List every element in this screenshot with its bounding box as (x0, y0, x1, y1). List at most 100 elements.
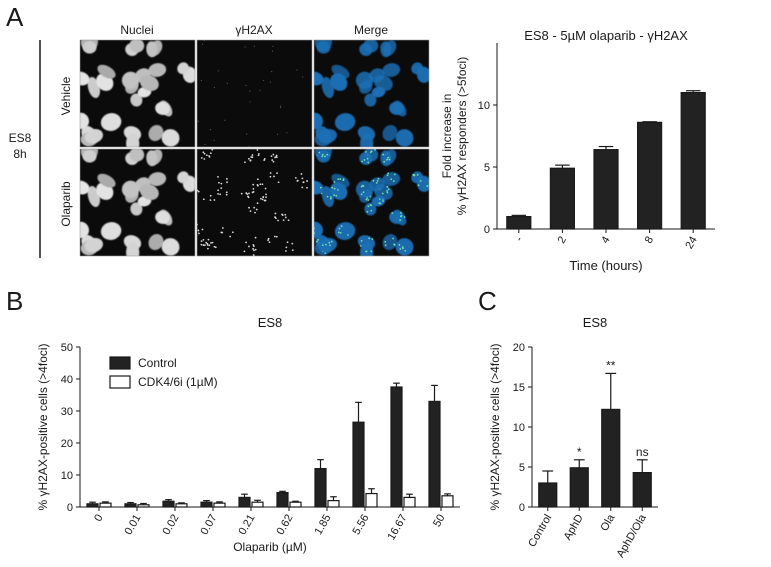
focus-merge (321, 244, 324, 246)
tile-border (79, 148, 196, 257)
bar-value-3 (632, 472, 652, 508)
focus (243, 250, 246, 253)
focus (274, 235, 276, 238)
focus-merge (338, 227, 341, 230)
nucleus-merge (380, 41, 392, 58)
focus (306, 180, 308, 182)
focus (224, 119, 226, 121)
focus-merge (390, 178, 393, 181)
focus (272, 45, 274, 47)
focus (272, 153, 275, 156)
focus (272, 160, 275, 163)
focus-merge (365, 150, 367, 153)
focus (268, 241, 271, 244)
focus-merge (366, 157, 369, 160)
focus (256, 149, 259, 151)
focus-merge (324, 155, 326, 158)
focus (284, 216, 287, 219)
focus-merge (369, 151, 372, 154)
tile-background (197, 40, 312, 147)
nucleus-merge (382, 63, 401, 77)
nucleus (126, 242, 140, 256)
focus-merge (404, 249, 407, 252)
focus (263, 157, 266, 160)
focus (249, 90, 251, 92)
nucleus (84, 237, 103, 253)
focus (264, 187, 267, 190)
focus (248, 157, 250, 160)
focus (213, 86, 215, 89)
nucleus (97, 64, 116, 79)
y-tick-label: 5 (484, 162, 490, 174)
nucleus (148, 63, 167, 77)
focus-merge (363, 159, 366, 161)
nucleus-merge (360, 133, 374, 147)
focus (253, 206, 256, 209)
focus (252, 188, 255, 190)
focus-merge (333, 181, 336, 183)
bar-control-3 (200, 501, 213, 508)
focus (209, 152, 212, 155)
focus (217, 181, 220, 184)
focus (286, 132, 288, 134)
micrograph-gh2ax-vehicle (196, 39, 313, 148)
focus-merge (339, 231, 342, 234)
nucleus (130, 202, 143, 216)
focus-merge (340, 225, 343, 228)
focus (226, 177, 228, 180)
focus-merge (416, 173, 419, 176)
focus (221, 227, 224, 229)
focus (244, 161, 246, 164)
focus-merge (379, 202, 382, 205)
focus-merge (384, 244, 387, 247)
bar-cdk4-6i-1-m--2 (175, 503, 188, 508)
tile-border (196, 148, 313, 257)
x-tick-label: 16.67 (385, 513, 409, 543)
focus (275, 154, 278, 157)
focus (225, 193, 228, 196)
focus-merge (316, 240, 318, 243)
focus (203, 152, 206, 155)
y-tick-label: 20 (513, 342, 525, 354)
nucleus-merge (355, 71, 374, 90)
focus-merge (426, 185, 429, 187)
focus (213, 199, 216, 201)
focus (231, 231, 234, 234)
focus (207, 247, 209, 250)
focus (217, 193, 219, 195)
focus (262, 196, 265, 199)
focus (251, 191, 254, 194)
focus-merge (375, 181, 378, 184)
x-tick-label: 0.21 (236, 513, 257, 538)
focus-merge (365, 198, 368, 201)
focus (202, 151, 205, 154)
focus-merge (413, 174, 416, 177)
tile-border (313, 148, 430, 257)
nucleus-merge (355, 180, 374, 199)
panel-c-letter: C (478, 286, 497, 316)
focus (226, 82, 228, 85)
focus-merge (370, 209, 373, 212)
focus (246, 193, 249, 196)
focus-merge (399, 248, 402, 250)
focus-merge (381, 192, 384, 195)
focus (252, 254, 255, 256)
focus-merge (330, 196, 332, 198)
focus-merge (391, 212, 394, 214)
focus (262, 79, 265, 82)
focus (256, 178, 259, 181)
focus-merge (370, 204, 373, 207)
micrograph-merge-vehicle (313, 39, 430, 148)
nucleus (121, 71, 140, 90)
x-tick-label: 24 (683, 235, 700, 252)
nucleus-merge (395, 238, 414, 256)
nucleus (161, 238, 180, 256)
nucleus-merge (331, 173, 350, 188)
focus (197, 229, 200, 232)
focus (301, 177, 304, 180)
nucleus-merge (314, 180, 324, 195)
focus-merge (366, 210, 369, 213)
bar-cdk4-6i-1-m--7 (365, 492, 378, 508)
nucleus (177, 171, 189, 184)
